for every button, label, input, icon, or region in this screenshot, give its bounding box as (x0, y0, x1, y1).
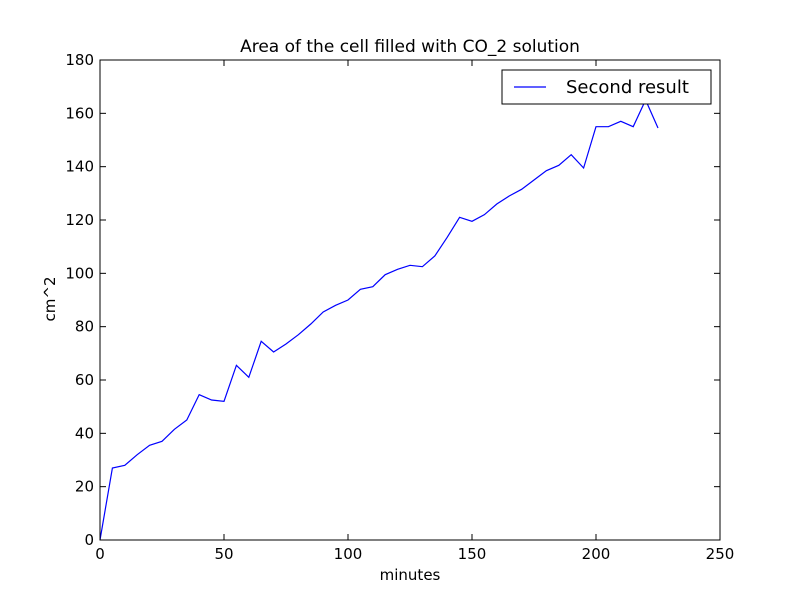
x-tick-label: 0 (95, 545, 105, 563)
y-tick-label: 60 (75, 371, 94, 389)
x-tick-label: 100 (334, 545, 363, 563)
legend: Second result (501, 69, 712, 105)
axis-ticks: 0 50 100 150 200 250 0 20 40 60 80 100 120 140 160 180 (65, 51, 734, 563)
y-tick-label: 100 (65, 264, 94, 282)
x-tick-label: 50 (214, 545, 233, 563)
chart-title: Area of the cell filled with CO_2 soluti… (240, 37, 580, 57)
plot-area (99, 98, 659, 541)
y-tick-label: 120 (65, 211, 94, 229)
x-axis-label: minutes (380, 566, 441, 584)
y-tick-label: 20 (75, 478, 94, 496)
x-tick-label: 200 (582, 545, 611, 563)
y-tick-label: 80 (75, 318, 94, 336)
series-line-0 (99, 98, 659, 541)
x-tick-label: 150 (458, 545, 487, 563)
axes-frame (99, 59, 721, 541)
y-axis-label: cm^2 (41, 277, 59, 322)
y-tick-label: 180 (65, 51, 94, 69)
legend-label: Second result (566, 77, 689, 98)
y-tick-label: 0 (84, 531, 94, 549)
y-tick-label: 140 (65, 158, 94, 176)
y-tick-label: 40 (75, 424, 94, 442)
x-tick-label: 250 (706, 545, 735, 563)
y-tick-label: 160 (65, 104, 94, 122)
